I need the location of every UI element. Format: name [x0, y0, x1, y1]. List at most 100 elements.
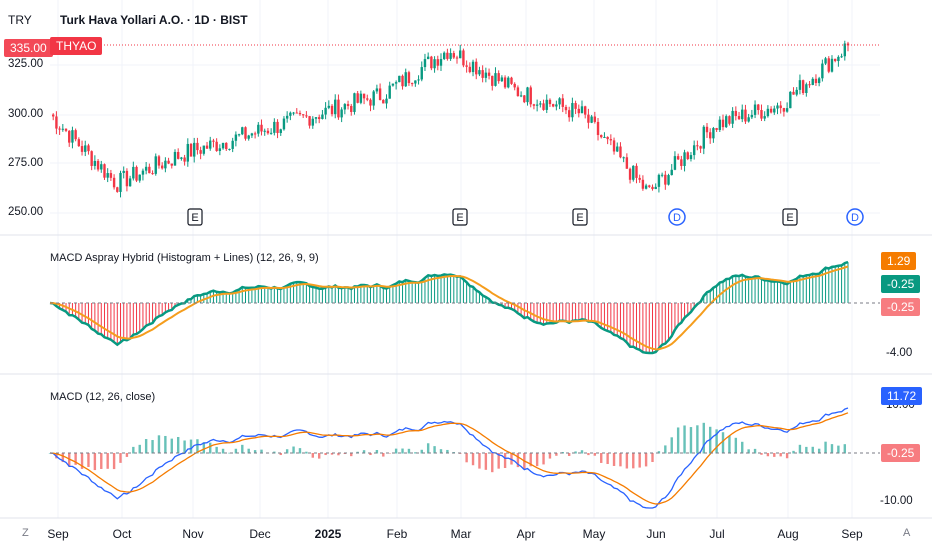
- event-marker-4[interactable]: E: [782, 208, 798, 226]
- candle-body: [561, 98, 564, 107]
- candle-body: [439, 59, 443, 66]
- candle-body: [532, 104, 536, 106]
- macd-hist-bar: [247, 448, 250, 454]
- candle-body: [801, 80, 805, 94]
- candle-body: [712, 128, 715, 139]
- candle-body: [160, 165, 164, 169]
- event-marker-1[interactable]: E: [452, 208, 468, 226]
- month-label-11: Aug: [777, 527, 799, 541]
- auto-scale-toggle[interactable]: A: [903, 527, 911, 539]
- macd-hist-bar: [503, 453, 507, 469]
- candle-body: [757, 104, 760, 111]
- event-letter: E: [576, 212, 583, 224]
- candle-body: [244, 127, 247, 139]
- macd-hist-bar: [375, 450, 379, 454]
- candle-body: [398, 75, 401, 83]
- candle-body: [80, 146, 84, 152]
- candle-body: [564, 106, 568, 111]
- candle-body: [689, 155, 693, 160]
- candle-body: [593, 116, 597, 122]
- candle-body: [276, 121, 279, 134]
- candle-body: [68, 130, 71, 143]
- candle-body: [260, 124, 263, 132]
- candle-body: [148, 166, 151, 174]
- macd-hist-bar: [798, 444, 802, 454]
- candle-body: [686, 152, 689, 160]
- candle-body: [465, 65, 468, 67]
- candle-body: [484, 72, 488, 78]
- last-price-badge: 335.00: [4, 39, 53, 57]
- candle-body: [728, 116, 731, 124]
- event-marker-2[interactable]: E: [572, 208, 588, 226]
- candle-body: [660, 174, 664, 176]
- macd-hist-bar: [369, 453, 372, 456]
- candle-body: [61, 128, 65, 130]
- candle-body: [196, 142, 199, 151]
- hybrid-axis-low: -4.00: [886, 347, 913, 359]
- candle-body: [551, 104, 555, 107]
- macd-hist-bar: [651, 453, 654, 463]
- macd-axis-low: -10.00: [880, 495, 913, 507]
- candle-body: [676, 156, 680, 160]
- timezone-toggle[interactable]: Z: [22, 527, 29, 539]
- macd-hist-bar: [144, 439, 148, 454]
- candle-body: [311, 118, 314, 126]
- candle-body: [366, 98, 369, 100]
- candle-body: [785, 108, 789, 112]
- candle-body: [824, 58, 827, 64]
- macd-hist-bar: [491, 453, 494, 473]
- event-marker-5[interactable]: D: [846, 208, 864, 226]
- event-marker-3[interactable]: D: [668, 208, 686, 226]
- candle-body: [513, 83, 516, 88]
- macd-hist-bar: [760, 453, 763, 455]
- candle-body: [481, 70, 484, 78]
- candle-body: [795, 89, 798, 95]
- candle-body: [612, 140, 616, 152]
- hybrid-pane-title[interactable]: MACD Aspray Hybrid (Histogram + Lines) (…: [50, 252, 319, 264]
- macd-hist-bar: [330, 453, 334, 455]
- candle-body: [327, 105, 331, 108]
- macd-hist-bar: [664, 445, 667, 454]
- macd-hist-bar: [414, 452, 417, 454]
- candle-body: [692, 145, 696, 156]
- candle-body: [96, 160, 100, 170]
- candle-body: [766, 108, 770, 117]
- candle-body: [442, 52, 446, 60]
- candle-body: [209, 140, 212, 149]
- macd-hist-bar: [350, 453, 353, 457]
- candle-body: [843, 43, 846, 57]
- macd-hist-bar: [176, 436, 180, 454]
- macd-hist-bar: [119, 453, 122, 463]
- candle-body: [356, 93, 359, 103]
- event-marker-0[interactable]: E: [187, 208, 203, 226]
- candle-body: [151, 173, 154, 175]
- candle-body: [516, 87, 520, 97]
- symbol-badge[interactable]: THYAO: [50, 37, 103, 55]
- macd-hist-bar: [388, 453, 391, 454]
- candle-body: [173, 151, 177, 166]
- macd-hist-bar: [593, 453, 597, 456]
- candle-body: [423, 59, 427, 68]
- candle-body: [526, 87, 529, 103]
- chart-title[interactable]: Turk Hava Yollari A.O. · 1D · BIST: [60, 13, 248, 27]
- grid-lines: [50, 0, 880, 518]
- candle-body: [308, 116, 311, 126]
- candle-body: [301, 114, 305, 116]
- month-label-5: Feb: [386, 527, 408, 541]
- candle-body: [141, 170, 145, 175]
- candle-body: [798, 80, 802, 90]
- candle-body: [776, 105, 779, 109]
- month-label-12: Sep: [841, 527, 863, 541]
- price-tick-2: 300.00: [8, 108, 44, 120]
- candle-body: [257, 124, 260, 134]
- candle-body: [708, 132, 712, 139]
- candle-body: [590, 116, 593, 123]
- macd-pane-title[interactable]: MACD (12, 26, close): [50, 391, 156, 403]
- macd-hist-bar: [535, 453, 539, 467]
- candle-body: [125, 170, 129, 187]
- candle-body: [330, 105, 334, 115]
- candle-body: [830, 58, 834, 72]
- candle-body: [462, 50, 465, 66]
